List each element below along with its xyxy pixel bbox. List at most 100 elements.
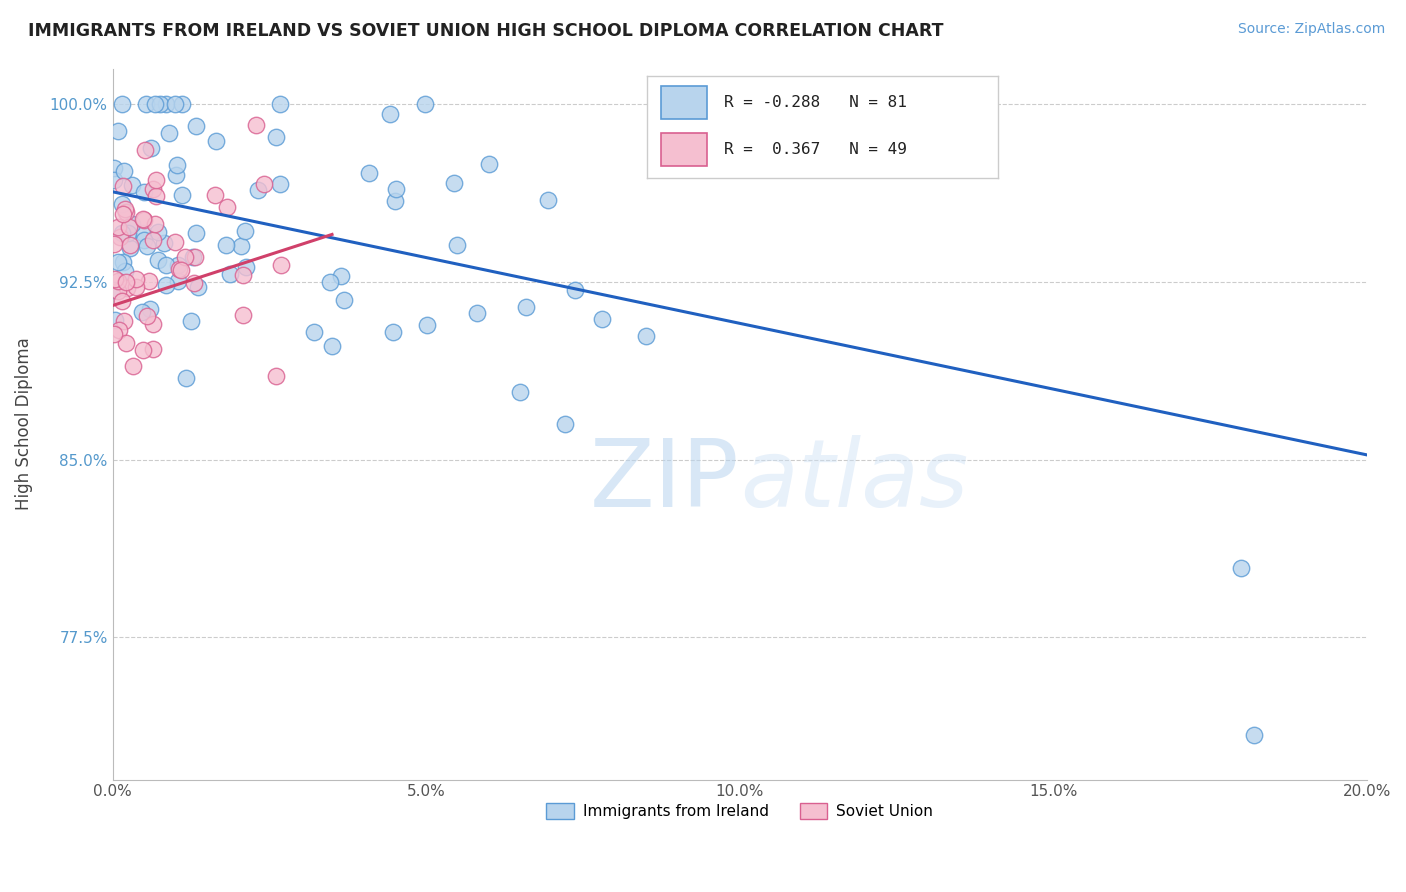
- Point: [120, 242, 142, 256]
- Point: [104, 313, 127, 327]
- Point: [142, 182, 165, 196]
- Point: [167, 262, 190, 277]
- Point: [111, 226, 134, 240]
- Point: [416, 318, 439, 332]
- Point: [134, 185, 156, 199]
- Point: [111, 294, 134, 309]
- Legend: Immigrants from Ireland, Soviet Union: Immigrants from Ireland, Soviet Union: [540, 797, 939, 825]
- Point: [118, 238, 141, 252]
- Point: [134, 143, 156, 157]
- Point: [104, 272, 127, 286]
- Point: [111, 97, 134, 112]
- Point: [149, 97, 172, 112]
- Point: [115, 281, 138, 295]
- Point: [515, 300, 537, 314]
- Point: [235, 260, 257, 274]
- Point: [232, 268, 254, 282]
- Point: [146, 225, 169, 239]
- Point: [174, 371, 197, 385]
- Point: [269, 177, 291, 191]
- Point: [184, 226, 207, 240]
- Point: [108, 323, 131, 337]
- Bar: [661, 133, 707, 166]
- Point: [155, 97, 177, 112]
- Point: [385, 182, 408, 196]
- Point: [509, 384, 531, 399]
- Point: [184, 250, 207, 264]
- Point: [139, 141, 162, 155]
- Y-axis label: High School Diploma: High School Diploma: [15, 338, 32, 510]
- Point: [155, 258, 177, 272]
- Point: [115, 276, 138, 290]
- Point: [125, 279, 148, 293]
- Point: [153, 236, 176, 251]
- Point: [183, 251, 205, 265]
- Point: [180, 314, 202, 328]
- Point: [167, 274, 190, 288]
- Point: [165, 235, 187, 249]
- Point: [217, 200, 239, 214]
- Point: [183, 277, 205, 291]
- Point: [170, 187, 193, 202]
- Point: [117, 219, 139, 234]
- Point: [112, 207, 135, 221]
- Point: [135, 97, 157, 112]
- Point: [537, 194, 560, 208]
- Bar: [661, 87, 707, 119]
- Text: R =  0.367   N = 49: R = 0.367 N = 49: [724, 142, 907, 157]
- Point: [107, 123, 129, 137]
- Point: [107, 274, 129, 288]
- Point: [592, 312, 614, 326]
- Point: [380, 107, 402, 121]
- Point: [103, 327, 125, 342]
- Point: [145, 189, 167, 203]
- Point: [443, 176, 465, 190]
- Point: [163, 97, 186, 112]
- Point: [143, 217, 166, 231]
- Point: [117, 226, 139, 240]
- Text: R = -0.288   N = 81: R = -0.288 N = 81: [724, 95, 907, 110]
- Point: [564, 283, 586, 297]
- Point: [139, 302, 162, 317]
- Point: [634, 328, 657, 343]
- Point: [413, 97, 436, 112]
- Point: [264, 130, 287, 145]
- Point: [136, 309, 159, 323]
- Point: [219, 267, 242, 281]
- Point: [155, 278, 177, 293]
- Point: [132, 343, 155, 358]
- Point: [384, 194, 406, 208]
- Point: [246, 183, 269, 197]
- Point: [187, 280, 209, 294]
- Point: [121, 178, 143, 193]
- Point: [107, 284, 129, 298]
- Point: [554, 417, 576, 432]
- Point: [165, 168, 187, 182]
- Text: atlas: atlas: [740, 435, 967, 526]
- Point: [332, 293, 354, 307]
- Point: [1230, 561, 1253, 575]
- Point: [103, 283, 125, 297]
- Point: [103, 237, 125, 252]
- Point: [359, 166, 381, 180]
- Point: [157, 126, 180, 140]
- Point: [103, 173, 125, 187]
- Point: [269, 97, 291, 112]
- Point: [125, 272, 148, 286]
- Point: [146, 253, 169, 268]
- Point: [465, 306, 488, 320]
- Point: [132, 212, 155, 227]
- Point: [114, 263, 136, 277]
- Point: [132, 212, 155, 227]
- Point: [478, 157, 501, 171]
- Point: [266, 368, 288, 383]
- Point: [108, 230, 131, 244]
- Point: [134, 233, 156, 247]
- Point: [1243, 728, 1265, 742]
- Point: [122, 359, 145, 373]
- Point: [142, 233, 165, 247]
- Point: [142, 317, 165, 331]
- Point: [204, 187, 226, 202]
- Text: ZIP: ZIP: [591, 435, 740, 527]
- Text: IMMIGRANTS FROM IRELAND VS SOVIET UNION HIGH SCHOOL DIPLOMA CORRELATION CHART: IMMIGRANTS FROM IRELAND VS SOVIET UNION …: [28, 22, 943, 40]
